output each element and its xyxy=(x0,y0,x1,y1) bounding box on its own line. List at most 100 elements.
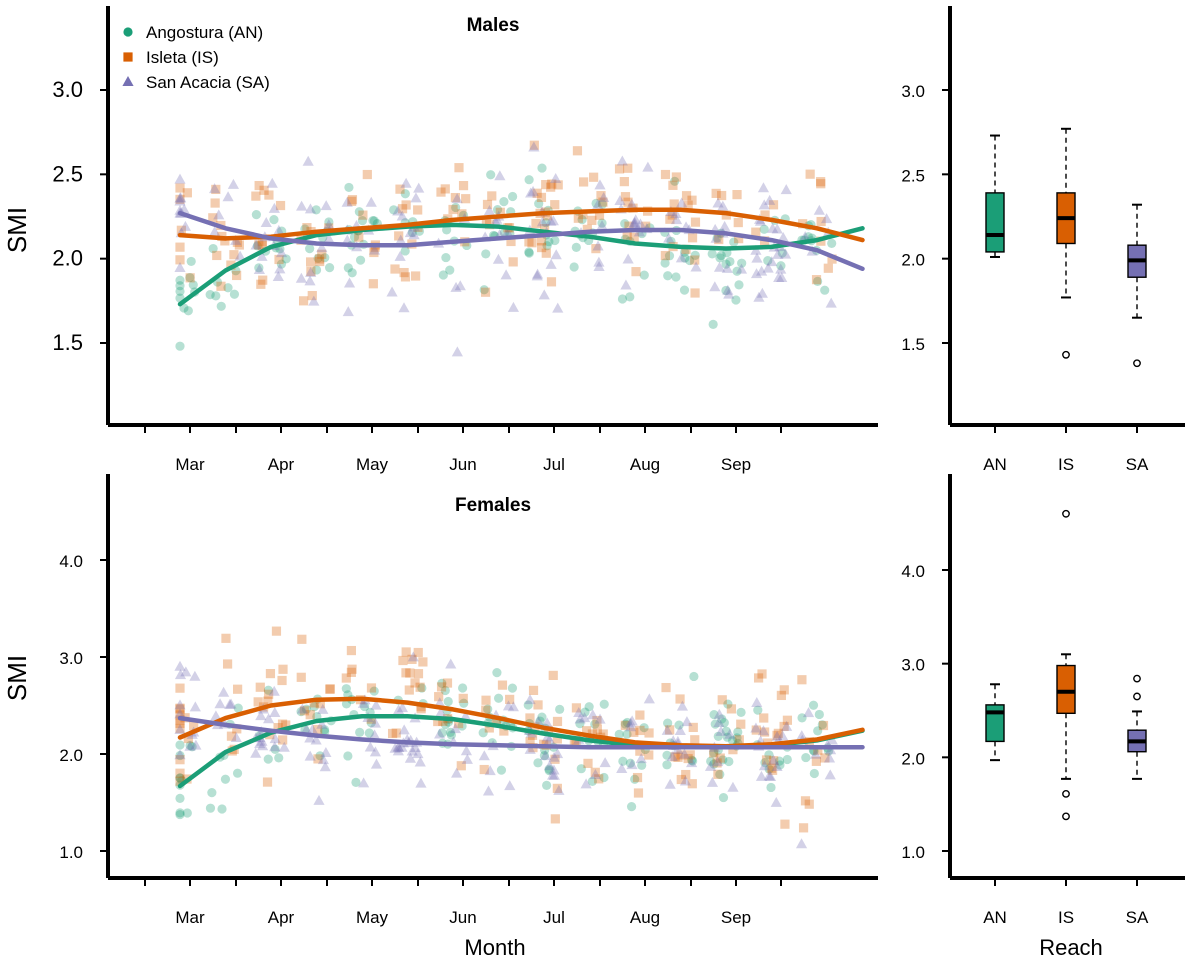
data-point-is xyxy=(317,249,327,259)
data-point-sa xyxy=(494,170,506,181)
data-point-an xyxy=(523,700,533,710)
data-point-an xyxy=(207,788,217,798)
data-point-is xyxy=(277,719,288,729)
data-point-is xyxy=(676,774,686,785)
data-point-an xyxy=(175,809,185,820)
data-point-an xyxy=(486,170,496,180)
data-point-sa xyxy=(799,231,811,242)
data-point-is xyxy=(440,184,450,194)
data-point-sa xyxy=(574,713,586,724)
data-point-sa xyxy=(507,701,519,712)
data-point-sa xyxy=(620,279,632,290)
data-point-sa xyxy=(174,195,186,206)
data-point-an xyxy=(182,808,192,818)
data-point-sa xyxy=(482,785,495,796)
data-point-sa xyxy=(357,697,370,708)
y-tick-label: 1.5 xyxy=(52,330,83,355)
data-point-an xyxy=(524,247,534,257)
x-tick-label-an: AN xyxy=(983,908,1007,927)
data-point-is xyxy=(257,236,267,247)
data-point-an xyxy=(766,782,776,793)
data-point-an xyxy=(544,237,554,247)
data-point-sa xyxy=(820,213,833,224)
data-point-sa xyxy=(548,751,560,762)
data-point-is xyxy=(623,163,633,173)
data-point-is xyxy=(453,718,464,729)
data-point-is xyxy=(546,277,557,287)
data-point-sa xyxy=(174,708,186,719)
data-point-sa xyxy=(389,742,401,753)
data-point-sa xyxy=(777,232,789,243)
data-point-sa xyxy=(767,222,779,233)
data-point-an xyxy=(368,216,378,226)
data-point-an xyxy=(713,731,723,741)
data-point-an xyxy=(457,721,467,731)
data-point-is xyxy=(820,753,830,763)
data-point-sa xyxy=(502,700,515,711)
data-point-sa xyxy=(622,253,634,264)
data-point-an xyxy=(400,246,410,256)
data-point-sa xyxy=(616,763,628,774)
data-point-sa xyxy=(593,261,605,272)
data-point-sa xyxy=(341,196,353,207)
data-point-an xyxy=(664,251,675,261)
data-point-sa xyxy=(779,248,792,259)
data-point-sa xyxy=(766,256,778,267)
data-point-an xyxy=(736,707,746,717)
data-point-is xyxy=(733,217,743,228)
data-point-sa xyxy=(398,302,410,313)
data-point-is xyxy=(757,669,767,679)
data-point-an xyxy=(712,233,722,243)
data-point-an xyxy=(211,291,221,301)
data-point-sa xyxy=(690,261,702,272)
data-point-is xyxy=(497,680,508,690)
data-point-is xyxy=(309,698,319,708)
data-point-an xyxy=(479,285,489,295)
data-point-an xyxy=(637,760,647,770)
data-point-sa xyxy=(174,660,186,671)
data-point-sa xyxy=(501,226,514,237)
data-point-sa xyxy=(764,194,776,205)
data-point-is xyxy=(314,254,325,264)
data-point-an xyxy=(710,719,720,729)
females-scatter-axes: 1.0 2.0 3.0 4.0 Mar Apr May Jun Jul Aug Sep xyxy=(59,474,878,927)
data-point-is xyxy=(306,266,316,277)
data-point-is xyxy=(546,182,556,192)
data-point-sa xyxy=(531,270,543,281)
data-point-sa xyxy=(756,287,768,298)
data-point-sa xyxy=(670,214,683,225)
data-point-an xyxy=(366,718,376,728)
data-point-an xyxy=(309,702,319,712)
data-point-is xyxy=(726,704,737,714)
data-point-is xyxy=(394,231,404,241)
data-point-sa xyxy=(256,250,268,261)
data-point-sa xyxy=(552,302,564,313)
data-point-sa xyxy=(802,707,815,718)
data-point-sa xyxy=(460,745,473,756)
data-point-an xyxy=(478,728,488,738)
data-point-an xyxy=(544,764,554,774)
data-point-is xyxy=(671,172,681,182)
males-y-axis-label: SMI xyxy=(2,207,32,253)
data-point-is xyxy=(619,177,629,187)
data-point-is xyxy=(773,728,783,738)
data-point-is xyxy=(573,213,583,223)
data-point-sa xyxy=(598,192,610,203)
y-tick-label: 1.0 xyxy=(59,843,83,862)
data-point-sa xyxy=(712,756,724,767)
data-point-is xyxy=(341,673,351,683)
data-point-an xyxy=(459,698,469,708)
data-point-is xyxy=(398,655,408,666)
data-point-an xyxy=(252,241,262,251)
data-point-is xyxy=(635,746,645,756)
data-point-sa xyxy=(302,155,314,166)
data-point-an xyxy=(587,776,598,786)
data-point-is xyxy=(552,734,562,744)
data-point-is xyxy=(596,191,606,201)
data-point-sa xyxy=(412,748,424,759)
x-tick-label-apr: Apr xyxy=(268,908,295,927)
data-point-sa xyxy=(753,291,765,302)
data-point-an xyxy=(660,258,670,268)
data-point-is xyxy=(536,242,547,253)
x-tick-label-sep: Sep xyxy=(721,455,751,474)
